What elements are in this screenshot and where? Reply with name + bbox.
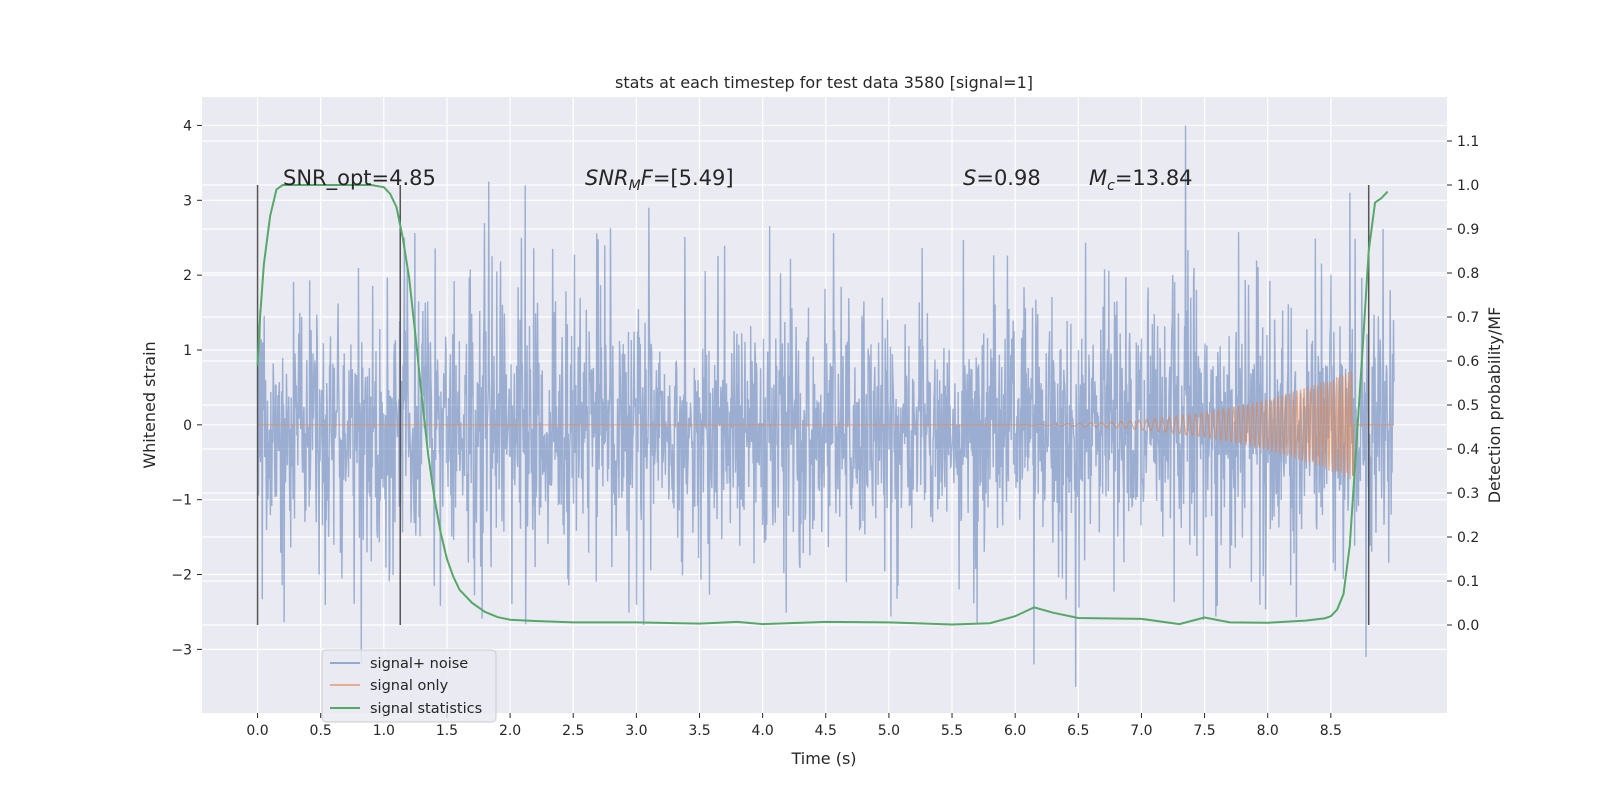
y-right-tick-label: 0.7 (1457, 310, 1479, 326)
x-tick-label: 1.5 (436, 723, 458, 739)
annotation-snr-mf-value: =[5.49] (653, 166, 734, 190)
ticks: 0.0 0.5 1.0 1.5 2.0 2.5 3.0 3.5 4.0 4.5 5.0 5.5 6.0 6… (171, 118, 1479, 739)
y-tick-label: −3 (171, 642, 192, 658)
svg-text:S=0.98: S=0.98 (963, 166, 1041, 190)
x-tick-label: 3.0 (625, 723, 647, 739)
y-right-tick-label: 1.0 (1457, 178, 1479, 194)
annotation-mc: Mc=13.84 (1089, 166, 1193, 194)
x-tick-label: 5.5 (941, 723, 963, 739)
x-tick-label: 8.0 (1257, 723, 1279, 739)
x-tick-label: 3.5 (688, 723, 710, 739)
y-axis-label: Whitened strain (140, 341, 159, 468)
signal-statistics-line (256, 184, 1389, 626)
legend: signal+ noise signal only signal statist… (321, 649, 497, 723)
x-tick-label: 5.0 (878, 723, 900, 739)
series-signal-noise (256, 125, 1395, 687)
annotation-snr-opt: SNR_opt=4.85 (283, 166, 436, 191)
legend-box (321, 649, 497, 723)
x-tick-label: 2.5 (562, 723, 584, 739)
x-tick-label: 8.5 (1320, 723, 1342, 739)
y-tick-label: −1 (171, 493, 192, 509)
legend-label-signal-noise: signal+ noise (370, 656, 468, 672)
y-tick-label: 2 (183, 268, 192, 284)
y-right-tick-label: 0.6 (1457, 354, 1479, 370)
annotation-snr-mf: SNRMF=[5.49] (585, 166, 734, 194)
x-tick-label: 1.0 (373, 723, 395, 739)
annotation-mc-value: =13.84 (1115, 166, 1193, 190)
y-right-tick-label: 0.0 (1457, 618, 1479, 634)
series-signal-statistics (256, 184, 1389, 626)
y-right-tick-label: 0.1 (1457, 574, 1479, 590)
y-tick-label: 4 (183, 118, 192, 134)
x-tick-label: 0.5 (310, 723, 332, 739)
x-tick-label: 7.5 (1193, 723, 1215, 739)
x-tick-label: 0.0 (246, 723, 268, 739)
y-right-tick-label: 1.1 (1457, 134, 1479, 150)
x-tick-label: 6.0 (1004, 723, 1026, 739)
y-right-tick-label: 0.5 (1457, 398, 1479, 414)
y-tick-label: 3 (183, 193, 192, 209)
svg-text:SNRMF=[5.49]: SNRMF=[5.49] (585, 166, 734, 194)
y-right-tick-label: 0.2 (1457, 530, 1479, 546)
y-axis-right-label: Detection probability/MF (1485, 307, 1504, 504)
chart-title: stats at each timestep for test data 358… (615, 73, 1033, 92)
annotation-s-value: =0.98 (976, 166, 1040, 190)
legend-label-signal-statistics: signal statistics (370, 701, 482, 717)
legend-label-signal-only: signal only (370, 678, 449, 694)
y-tick-label: −2 (171, 568, 192, 584)
x-tick-label: 4.5 (815, 723, 837, 739)
x-tick-label: 7.0 (1130, 723, 1152, 739)
signal-only-line (257, 371, 1394, 480)
y-right-tick-label: 0.9 (1457, 222, 1479, 238)
y-right-tick-label: 0.3 (1457, 486, 1479, 502)
y-right-tick-label: 0.8 (1457, 266, 1479, 282)
y-tick-label: 0 (183, 418, 192, 434)
y-tick-label: 1 (183, 343, 192, 359)
y-right-tick-label: 0.4 (1457, 442, 1479, 458)
x-tick-label: 2.0 (499, 723, 521, 739)
svg-text:Mc=13.84: Mc=13.84 (1089, 166, 1193, 194)
x-axis-label: Time (s) (790, 749, 856, 768)
annotation-s: S=0.98 (963, 166, 1041, 190)
series-signal-only (257, 371, 1394, 480)
x-tick-label: 4.0 (751, 723, 773, 739)
signal-noise-line (256, 125, 1395, 687)
x-tick-label: 6.5 (1067, 723, 1089, 739)
